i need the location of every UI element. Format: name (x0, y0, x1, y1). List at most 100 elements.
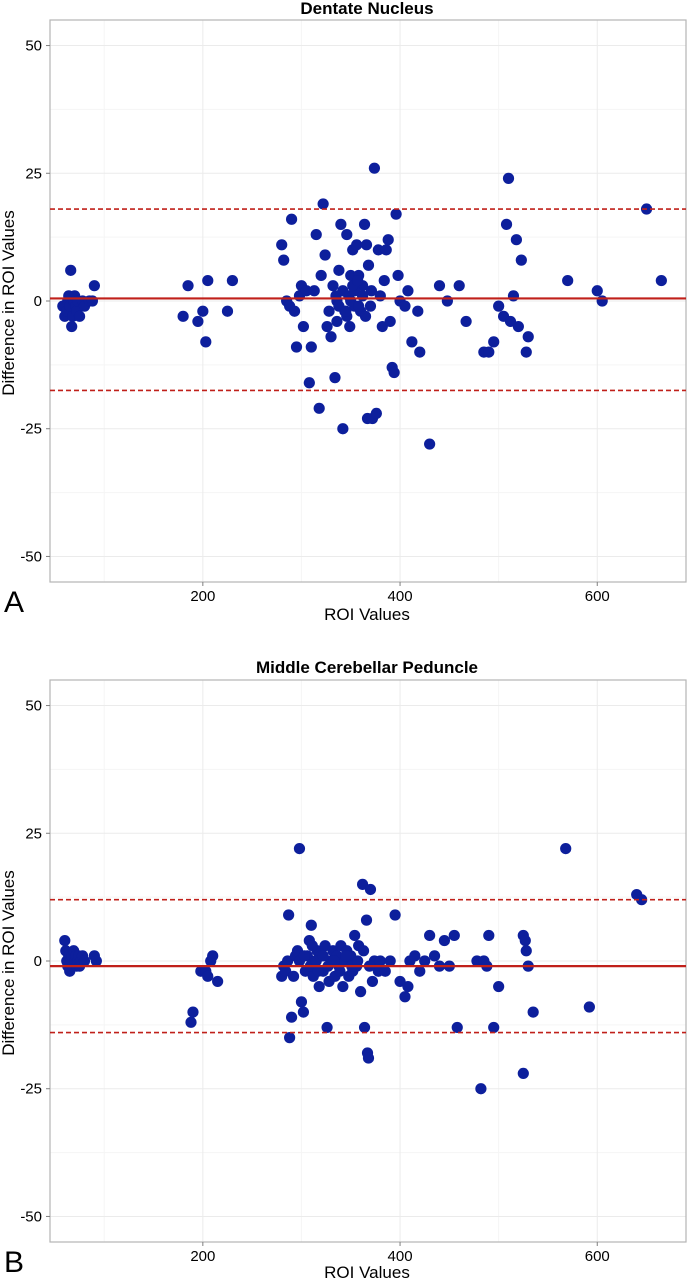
panel-b: Middle Cerebellar Peduncle B ROI Values … (0, 658, 687, 1280)
data-point (488, 336, 500, 348)
data-point (349, 929, 361, 942)
data-point (323, 305, 335, 317)
data-point (358, 218, 371, 230)
data-point (65, 264, 77, 276)
data-point (596, 295, 608, 307)
data-point (321, 1021, 333, 1034)
data-point (520, 346, 532, 358)
data-point (379, 965, 391, 977)
data-point (327, 280, 339, 292)
data-point (414, 346, 426, 358)
data-point (90, 955, 102, 967)
plot-area: -50 -25 0 25 50 200 400 600 (20, 19, 687, 605)
y-tick-label: 25 (25, 825, 42, 842)
data-point (287, 970, 300, 982)
data-point (337, 285, 349, 297)
data-point (308, 285, 320, 297)
data-point (359, 310, 372, 322)
data-point (364, 883, 377, 896)
y-axis-title: Difference in ROI Values (0, 870, 18, 1056)
data-point (378, 274, 390, 287)
x-tick-label: 200 (190, 1248, 215, 1265)
data-point (66, 320, 78, 333)
data-point (360, 239, 373, 251)
data-point (192, 315, 204, 328)
data-point (300, 285, 312, 297)
data-point (365, 285, 378, 297)
y-tick-label: 50 (25, 38, 42, 55)
data-point (583, 1001, 595, 1013)
panel-title: Middle Cerebellar Peduncle (256, 658, 478, 677)
data-point (337, 423, 349, 435)
data-point (202, 970, 214, 982)
data-point (352, 274, 364, 287)
data-point (88, 280, 100, 292)
data-point (187, 1006, 199, 1018)
data-point (200, 336, 212, 348)
data-point (305, 919, 317, 931)
data-point (366, 975, 379, 988)
data-point (315, 269, 327, 282)
data-point (285, 1011, 298, 1023)
data-point (438, 934, 451, 947)
data-point (328, 955, 340, 967)
data-point (325, 331, 337, 343)
data-point (278, 254, 290, 266)
data-point (340, 950, 352, 962)
x-axis-title: ROI Values (324, 605, 410, 624)
data-point (399, 300, 411, 312)
data-point (362, 259, 375, 271)
x-axis-title: ROI Values (324, 1263, 410, 1280)
data-point (517, 1067, 529, 1079)
data-point (441, 295, 453, 307)
data-point (334, 965, 346, 977)
data-point (297, 320, 310, 333)
data-point (402, 980, 414, 993)
data-point (352, 955, 364, 967)
y-tick-label: -25 (20, 421, 42, 438)
data-point (382, 234, 394, 246)
data-point (655, 274, 667, 287)
data-point (226, 274, 239, 287)
data-point (177, 310, 189, 322)
data-point (344, 320, 356, 333)
data-point (451, 1021, 463, 1034)
data-point (78, 955, 91, 967)
data-point (202, 274, 214, 287)
data-point (295, 996, 308, 1008)
data-point (86, 295, 98, 307)
data-point (424, 929, 436, 942)
panel-letter: A (4, 586, 24, 619)
data-point (493, 300, 505, 312)
data-point (306, 940, 318, 952)
data-point (285, 213, 298, 225)
panel-a: Dentate Nucleus A ROI Values Difference … (0, 0, 687, 624)
data-point (341, 228, 353, 241)
data-point (507, 290, 520, 302)
data-point (221, 305, 234, 317)
data-point (412, 305, 424, 317)
data-point (380, 244, 392, 256)
data-point (351, 239, 363, 251)
data-point (562, 274, 574, 287)
data-point (59, 934, 71, 947)
data-point (591, 285, 603, 297)
data-point (493, 980, 505, 993)
y-tick-label: -25 (20, 1081, 42, 1098)
data-point (333, 264, 345, 276)
data-point (293, 843, 306, 855)
data-point (317, 198, 329, 210)
data-point (73, 310, 86, 322)
data-point (419, 955, 431, 967)
data-point (288, 305, 301, 317)
panel-title: Dentate Nucleus (300, 0, 433, 18)
data-point (392, 269, 404, 282)
data-point (389, 909, 401, 921)
data-point (290, 341, 303, 353)
data-point (364, 300, 377, 312)
x-tick-label: 400 (388, 1248, 413, 1265)
data-point (515, 254, 527, 266)
y-tick-label: 25 (25, 165, 42, 182)
data-point (321, 320, 333, 333)
data-point (331, 315, 343, 328)
